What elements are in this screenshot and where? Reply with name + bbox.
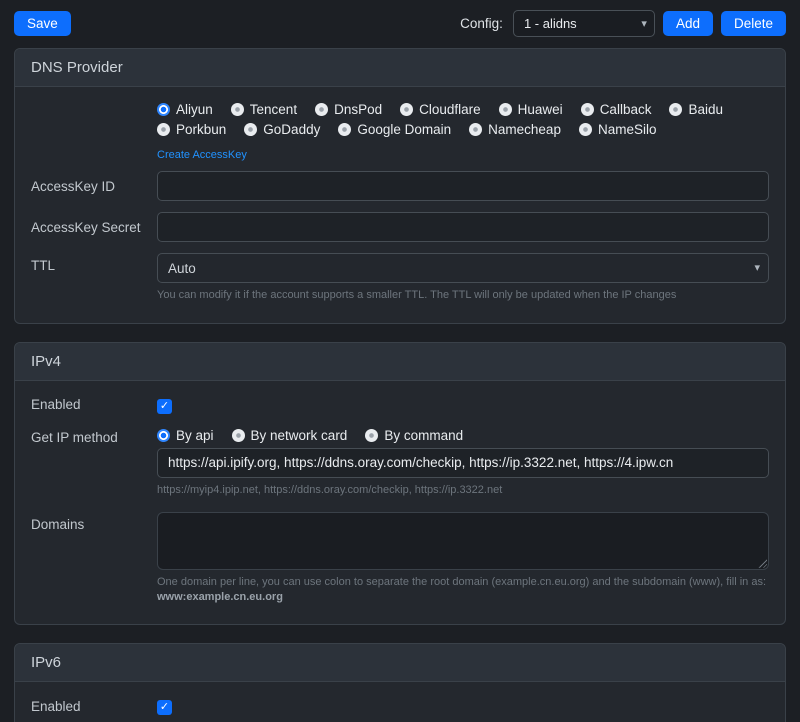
provider-radio-label: Porkbun (176, 122, 227, 137)
provider-radio-label: GoDaddy (263, 122, 321, 137)
check-icon: ✓ (159, 701, 170, 714)
provider-radio-tencent[interactable]: Tencent (230, 102, 298, 117)
provider-radio-google-domain[interactable]: Google Domain (338, 122, 451, 137)
ttl-label: TTL (31, 258, 56, 273)
radio-icon (157, 428, 170, 442)
radio-icon (669, 103, 683, 116)
ipv4-card: IPv4 Enabled ✓ Get IP method By api (14, 341, 786, 626)
ipv4-domains-textarea[interactable] (157, 511, 769, 570)
provider-radio-label: Cloudflare (419, 102, 481, 117)
provider-radio-label: DnsPod (334, 102, 383, 117)
ttl-help-text: You can modify it if the account support… (157, 289, 677, 301)
radio-icon (315, 103, 329, 116)
ipv4-enabled-label: Enabled (31, 397, 81, 413)
ipv4-domains-help-example: www:example.cn.eu.org (157, 590, 283, 603)
provider-radio-callback[interactable]: Callback (580, 102, 652, 117)
ipv4-domains-textarea-wrap (157, 511, 769, 570)
radio-icon (498, 103, 512, 116)
ipv4-domains-label: Domains (31, 516, 85, 532)
radio-icon (469, 123, 483, 136)
provider-radio-baidu[interactable]: Baidu (669, 102, 723, 117)
accesskey-secret-label: AccessKey Secret (31, 219, 141, 235)
radio-icon (400, 103, 414, 116)
ipv4-enabled-checkbox[interactable]: ✓ (157, 398, 172, 414)
dns-provider-card-body: Aliyun Tencent DnsPod Cloudflare (15, 87, 785, 323)
provider-radio-porkbun[interactable]: Porkbun (157, 122, 226, 137)
ipv6-card-title: IPv6 (15, 644, 785, 683)
config-select-wrap: 1 - alidns ▾ (512, 10, 655, 37)
provider-radio-aliyun[interactable]: Aliyun (157, 102, 213, 117)
ipv6-card: IPv6 Enabled ✓ (14, 643, 786, 722)
radio-icon (578, 123, 592, 136)
provider-radio-godaddy[interactable]: GoDaddy (244, 122, 320, 137)
provider-radio-label: Baidu (688, 102, 723, 117)
provider-radio-label: NameSilo (597, 122, 657, 137)
dns-provider-card-title: DNS Provider (15, 49, 785, 87)
check-icon: ✓ (159, 399, 170, 412)
radio-icon (231, 428, 245, 442)
config-controls: Config: 1 - alidns ▾ Add Delete (460, 10, 786, 37)
provider-radio-label: Namecheap (488, 122, 561, 137)
ipv4-method-radio-by-command[interactable]: By command (365, 428, 463, 443)
radio-icon (338, 123, 352, 136)
radio-icon (230, 103, 244, 116)
ipv4-method-radio-by-network-card[interactable]: By network card (231, 427, 348, 443)
radio-icon (157, 103, 170, 116)
accesskey-id-label: AccessKey ID (31, 178, 116, 194)
provider-radio-label: Callback (599, 102, 652, 117)
delete-config-button[interactable]: Delete (720, 11, 786, 36)
save-button[interactable]: Save (14, 11, 71, 36)
radio-icon (365, 428, 379, 442)
add-config-button[interactable]: Add (662, 11, 713, 36)
provider-radio-cloudflare[interactable]: Cloudflare (400, 102, 481, 117)
provider-radio-label: Google Domain (357, 122, 452, 137)
ipv6-enabled-checkbox[interactable]: ✓ (157, 700, 172, 716)
ipv6-card-body: Enabled ✓ (15, 682, 785, 722)
provider-radio-dnspod[interactable]: DnsPod (315, 102, 382, 117)
ipv4-api-url-help-text: https://myip4.ipip.net, https://ddns.ora… (157, 483, 503, 496)
ipv4-method-radio-by-api[interactable]: By api (157, 428, 214, 443)
radio-icon (580, 103, 594, 116)
ipv4-method-label: By api (176, 427, 214, 443)
ipv4-method-label: By network card (250, 427, 348, 443)
ipv4-domains-help-text: One domain per line, you can use colon t… (157, 575, 769, 605)
ipv4-api-url-input[interactable] (157, 447, 769, 478)
provider-radio-label: Aliyun (176, 102, 213, 117)
provider-radio-label: Huawei (517, 102, 563, 117)
config-select[interactable]: 1 - alidns (512, 10, 655, 37)
provider-radio-group: Aliyun Tencent DnsPod Cloudflare (157, 102, 769, 137)
accesskey-secret-input[interactable] (157, 212, 769, 242)
ttl-select-wrap: Auto ▾ (157, 253, 769, 283)
create-accesskey-link[interactable]: Create AccessKey (157, 149, 247, 161)
dns-provider-card: DNS Provider Aliyun Tencent DnsPod (14, 48, 786, 324)
ipv4-card-body: Enabled ✓ Get IP method By api (15, 381, 785, 625)
provider-radio-namecheap[interactable]: Namecheap (469, 122, 561, 137)
accesskey-id-input[interactable] (157, 171, 769, 201)
ipv4-method-radio-group: By api By network card By command (157, 428, 769, 443)
ipv4-get-ip-method-label: Get IP method (31, 429, 118, 445)
top-toolbar: Save Config: 1 - alidns ▾ Add Delete (14, 0, 786, 48)
provider-radio-label: Tencent (249, 102, 298, 117)
ipv4-card-title: IPv4 (15, 342, 785, 381)
ipv4-domains-help-prefix: One domain per line, you can use colon t… (157, 575, 766, 588)
resize-handle-icon[interactable] (757, 557, 767, 568)
config-label: Config: (460, 16, 503, 31)
radio-icon (157, 123, 170, 136)
ipv4-method-label: By command (384, 427, 464, 443)
provider-radio-huawei[interactable]: Huawei (498, 102, 563, 117)
radio-icon (244, 123, 258, 136)
ipv6-enabled-label: Enabled (31, 698, 81, 714)
ttl-select[interactable]: Auto (157, 253, 769, 283)
provider-radio-namesilo[interactable]: NameSilo (578, 122, 657, 137)
